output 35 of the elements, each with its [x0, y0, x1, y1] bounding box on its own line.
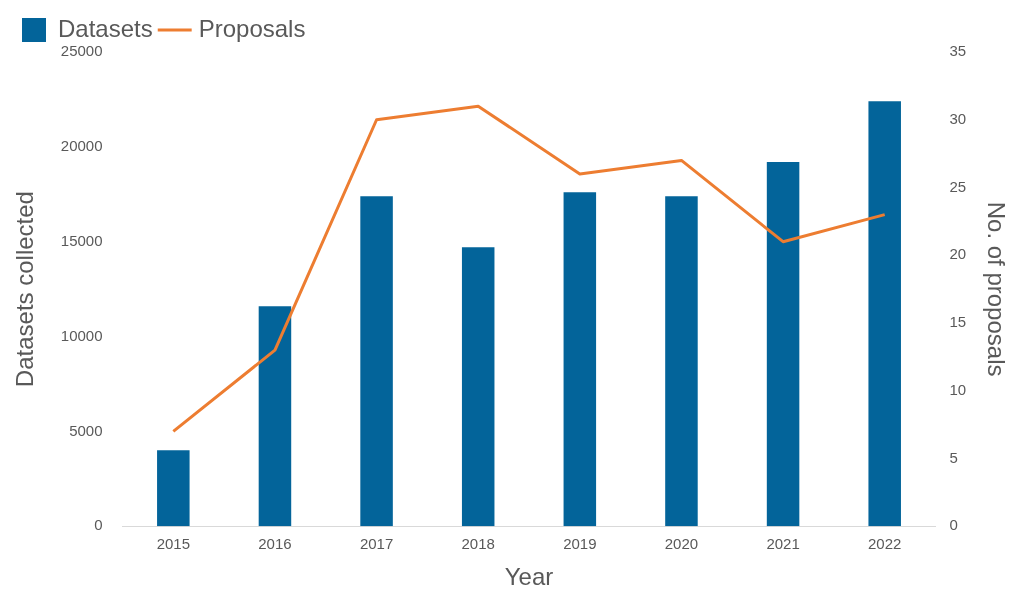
bar — [360, 196, 393, 527]
y2-tick-label: 5 — [949, 448, 958, 466]
x-tick-label: 2016 — [258, 535, 292, 553]
y-tick-label: 20000 — [60, 136, 103, 154]
x-tick-label: 2018 — [461, 535, 495, 553]
bar — [157, 450, 190, 527]
y-tick-label: 25000 — [60, 42, 103, 60]
x-tick-label: 2020 — [664, 535, 699, 553]
x-tick-label: 2017 — [359, 535, 394, 553]
bar — [563, 192, 597, 527]
y-tick-label: 0 — [94, 516, 103, 534]
legend-label: Datasets — [58, 14, 153, 42]
y2-tick-label: 35 — [949, 42, 967, 60]
bar — [665, 196, 698, 527]
y2-axis-title: No. of proposals — [982, 201, 1010, 377]
x-tick-label: 2022 — [868, 535, 902, 553]
bar — [766, 162, 800, 527]
x-tick-label: 2019 — [563, 535, 597, 553]
bar — [258, 306, 292, 527]
y-tick-label: 15000 — [60, 231, 103, 249]
y2-tick-label: 10 — [949, 380, 967, 398]
bar — [461, 247, 495, 527]
y2-tick-label: 0 — [949, 516, 958, 534]
x-tick-label: 2021 — [766, 535, 800, 553]
x-tick-label: 2015 — [156, 535, 191, 553]
y2-tick-label: 15 — [949, 313, 967, 331]
y2-tick-label: 25 — [949, 177, 967, 195]
y2-tick-label: 30 — [949, 109, 967, 127]
y-tick-label: 5000 — [69, 421, 103, 439]
x-axis-title: Year — [504, 563, 554, 591]
y2-tick-label: 20 — [949, 245, 967, 263]
legend-label: Proposals — [198, 14, 306, 42]
y-axis-title: Datasets collected — [11, 191, 39, 388]
y-tick-label: 10000 — [60, 326, 103, 344]
bar — [868, 101, 901, 527]
